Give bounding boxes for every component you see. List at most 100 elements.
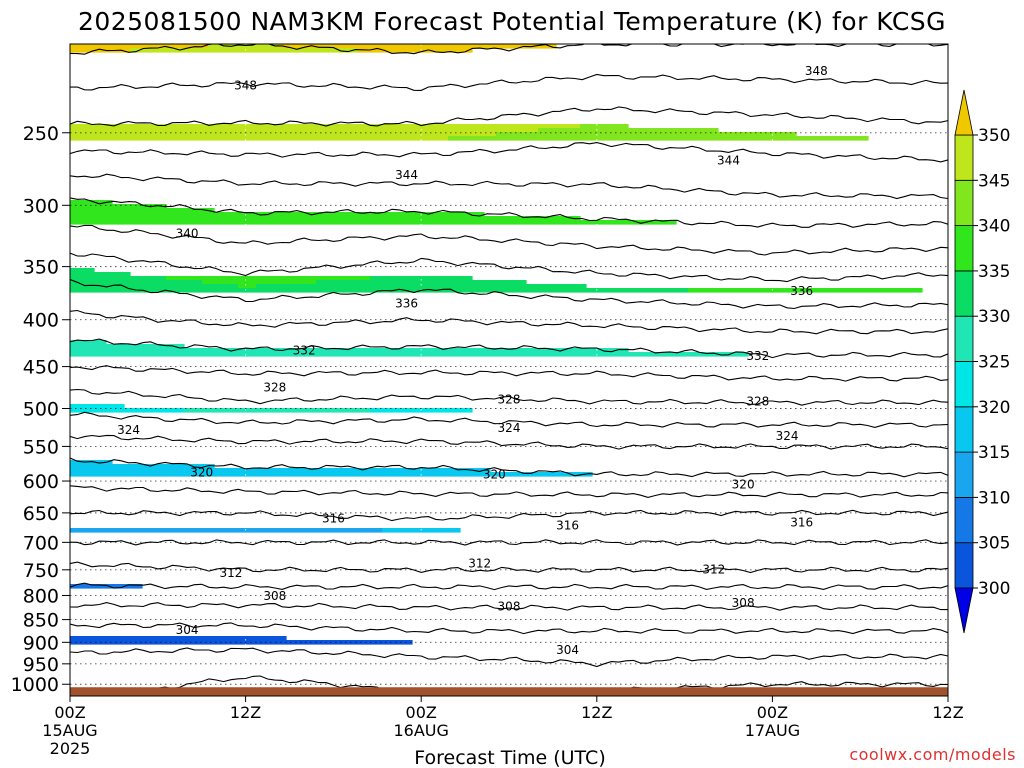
- contour-label: 336: [395, 296, 418, 310]
- colorbar-box: [954, 496, 974, 544]
- x-axis-title: Forecast Time (UTC): [414, 747, 605, 768]
- contour-line-344: [70, 142, 948, 163]
- contour-line-322: [70, 434, 948, 450]
- contour-line-350: [70, 44, 948, 55]
- colorbar-box: [954, 406, 974, 453]
- contour-label: 324: [776, 429, 799, 443]
- contour-label: 320: [190, 465, 213, 479]
- contour-labels: 348 348 344 344 340 336 336 332 332 328 328 328 324 3…: [117, 64, 828, 657]
- y-tick-label: 500: [23, 399, 59, 421]
- ground-below-surface: [70, 687, 948, 696]
- colorbar-label: 350: [978, 126, 1010, 146]
- contour-line-338: [70, 224, 948, 256]
- contour-label: 312: [220, 566, 243, 580]
- y-tick-label: 400: [23, 310, 59, 332]
- y-tick-label: 300: [23, 195, 59, 217]
- colorbar-box: [954, 179, 974, 227]
- contour-line-318: [70, 485, 948, 498]
- contour-line-334: [70, 278, 948, 310]
- contour-label: 332: [746, 349, 769, 363]
- contour-line-340: [70, 197, 948, 228]
- y-tick-label: 700: [23, 532, 59, 554]
- colorbar-label: 315: [978, 443, 1010, 463]
- x-tick-date: 16AUG: [393, 721, 448, 740]
- contour-label: 312: [468, 556, 491, 570]
- y-tick-label: 250: [23, 123, 59, 145]
- x-tick-label: 00Z: [54, 703, 85, 722]
- contour-label: 304: [556, 643, 579, 657]
- contour-line-346: [70, 106, 948, 127]
- contour-label: 328: [498, 393, 521, 407]
- x-tick-label: 12Z: [230, 703, 261, 722]
- x-tick-date: 17AUG: [745, 721, 800, 740]
- y-tick-label: 950: [23, 654, 59, 676]
- contour-label: 308: [263, 589, 286, 603]
- x-tick-label: 12Z: [932, 703, 963, 722]
- colorbar-top-triangle: [954, 89, 974, 136]
- colorbar-label: 330: [978, 307, 1010, 327]
- contour-label: 348: [234, 79, 257, 93]
- contour-label: 312: [702, 562, 725, 576]
- contour-label: 308: [498, 599, 521, 613]
- contour-line-348: [70, 73, 948, 91]
- contour-label: 348: [805, 64, 828, 78]
- colorbar-box: [954, 542, 974, 589]
- contour-label: 328: [263, 380, 286, 394]
- plot-area: 348 348 344 344 340 336 336 332 332 328 328 328 324 3…: [70, 44, 948, 696]
- colorbar-bottom-triangle: [954, 587, 974, 634]
- x-tick-label: 00Z: [757, 703, 788, 722]
- y-tick-label: 550: [23, 436, 59, 458]
- contour-line-306: [70, 622, 948, 635]
- colorbar-label: 300: [978, 579, 1010, 599]
- y-tick-label: 750: [23, 560, 59, 582]
- colorbar-label: 335: [978, 262, 1010, 282]
- contour-lines: [70, 44, 948, 696]
- contour-label: 320: [483, 467, 506, 481]
- contour-label: 340: [176, 226, 199, 240]
- colorbar-box: [954, 315, 974, 362]
- gridlines: [70, 44, 948, 696]
- contour-label: 328: [746, 394, 769, 408]
- contour-line-330: [70, 338, 948, 359]
- y-tick-label: 900: [23, 632, 59, 654]
- y-tick-label: 1000: [11, 674, 59, 696]
- contour-line-310: [70, 582, 948, 591]
- plot-frame: [69, 43, 949, 697]
- x-tick-date: 15AUG: [42, 721, 97, 740]
- contour-label: 324: [498, 421, 521, 435]
- y-tick-label: 800: [23, 585, 59, 607]
- colorbar-label: 305: [978, 534, 1010, 554]
- colorbar-box: [954, 270, 974, 317]
- contour-label: 332: [293, 343, 316, 357]
- y-tick-label: 850: [23, 610, 59, 632]
- contour-line-336: [70, 252, 948, 283]
- colorbar-label: 340: [978, 217, 1010, 237]
- chart-title: 2025081500 NAM3KM Forecast Potential Tem…: [78, 7, 946, 36]
- contour-line-328: [70, 365, 948, 382]
- colorbar-box: [954, 361, 974, 408]
- colorbar-label: 325: [978, 353, 1010, 373]
- x-tick-label: 12Z: [581, 703, 612, 722]
- colorbar: 300 305 310 315 320 325 330 335 340 345 350: [954, 89, 1010, 634]
- colorbar-label: 345: [978, 171, 1010, 191]
- contour-line-308: [70, 602, 948, 611]
- y-tick-label: 600: [23, 471, 59, 493]
- y-axis: 2503003504004505005506006507007508008509…: [11, 123, 70, 696]
- contour-label: 316: [790, 516, 813, 530]
- contour-label: 308: [732, 596, 755, 610]
- colorbar-label: 320: [978, 398, 1010, 418]
- y-tick-label: 450: [23, 357, 59, 379]
- colorbar-label: 310: [978, 488, 1010, 508]
- contour-line-324: [70, 411, 948, 428]
- x-tick-year: 2025: [50, 739, 91, 758]
- x-tick-label: 00Z: [406, 703, 437, 722]
- contour-line-314: [70, 539, 948, 546]
- contour-label: 316: [322, 511, 345, 525]
- contour-label: 324: [117, 423, 140, 437]
- colorbar-box: [954, 134, 974, 181]
- watermark: coolwx.com/models: [849, 745, 1016, 764]
- colorbar-box: [954, 451, 974, 498]
- shaded-fill-layer: [70, 44, 923, 645]
- contour-line-312: [70, 561, 948, 574]
